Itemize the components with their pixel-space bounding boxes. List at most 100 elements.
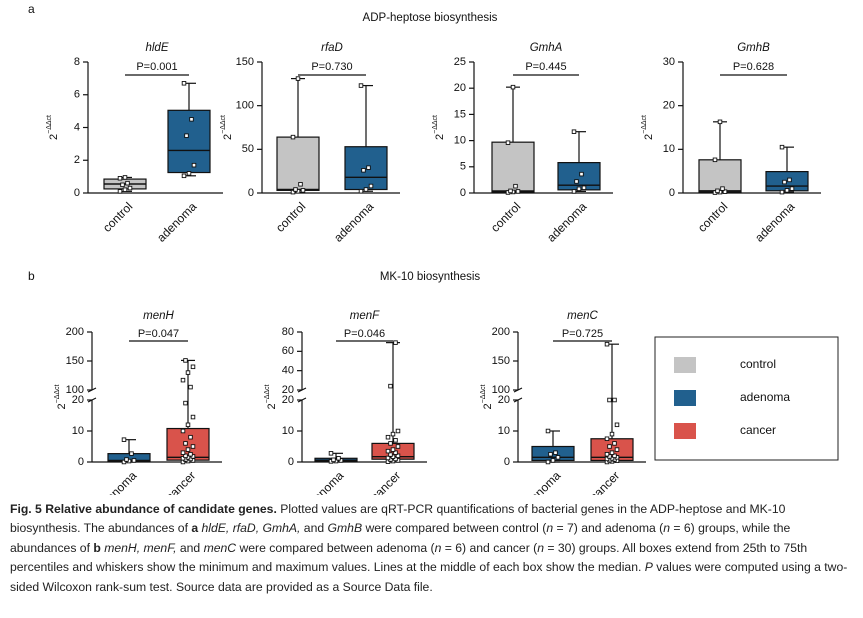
data-point: [358, 83, 364, 88]
data-point: [779, 144, 785, 150]
data-point: [510, 84, 516, 90]
caption-text: Plotted values are qRT-PCR quantificatio…: [10, 502, 786, 536]
legend-swatch: [674, 390, 696, 406]
y-tick-label: 60: [282, 345, 294, 357]
data-point: [183, 441, 188, 446]
y-tick-label: 10: [498, 425, 510, 437]
caption-text: = 6) and cancer (: [441, 540, 538, 555]
box: [491, 141, 535, 193]
caption-text: n: [663, 521, 671, 536]
caption-text: hldE, rfaD, GmhA,: [201, 521, 301, 536]
data-point: [385, 455, 391, 461]
y-axis-label: 2−ΔΔct: [641, 115, 655, 140]
y-axis-label: 2−ΔΔct: [220, 115, 234, 140]
x-tick-label: adenoma: [752, 199, 798, 245]
y-tick-label: 20: [663, 100, 675, 112]
data-point: [607, 397, 612, 403]
data-point: [183, 400, 188, 406]
y-tick-label: 100: [236, 100, 254, 112]
data-point: [550, 458, 556, 463]
data-point: [720, 186, 725, 191]
data-point: [614, 422, 620, 428]
data-point: [180, 377, 186, 383]
data-point: [604, 452, 610, 457]
y-label-exponent: −ΔΔct: [220, 115, 227, 134]
caption-text: were compared between control (: [362, 521, 547, 536]
p-value: P=0.445: [525, 61, 566, 73]
data-point: [604, 341, 610, 347]
data-point: [614, 447, 620, 452]
data-point: [121, 437, 127, 442]
data-point: [180, 450, 186, 455]
data-point: [581, 185, 587, 191]
y-tick-label: 20: [454, 82, 466, 94]
data-point: [515, 189, 521, 194]
y-axis-label: 2−ΔΔct: [432, 115, 446, 140]
data-point: [180, 456, 186, 461]
data-point: [331, 457, 336, 463]
y-tick-label: 20: [498, 394, 510, 406]
y-axis-label: 2−ΔΔct: [264, 384, 278, 409]
y-tick-label: 0: [504, 456, 510, 468]
data-point: [548, 452, 553, 457]
y-tick-label: 100: [66, 384, 84, 396]
data-point: [191, 162, 197, 168]
data-point: [388, 383, 393, 389]
data-point: [125, 180, 130, 186]
caption-text: values were computed using a two-sided W…: [10, 560, 848, 594]
y-tick-label: 6: [74, 89, 80, 101]
data-point: [612, 397, 617, 403]
data-point: [612, 453, 617, 459]
axis-break: [87, 397, 97, 403]
data-point: [395, 453, 401, 459]
data-point: [189, 117, 194, 122]
data-point: [183, 358, 188, 363]
data-point: [131, 458, 137, 463]
y-tick-label: 10: [72, 425, 84, 437]
y-label-exponent: −ΔΔct: [641, 115, 648, 134]
data-point: [121, 459, 127, 465]
data-point: [120, 182, 125, 188]
data-point: [604, 456, 610, 462]
data-point: [545, 428, 551, 434]
data-point: [385, 434, 391, 440]
chart-title: menF: [350, 310, 380, 322]
data-point: [368, 183, 374, 189]
caption-text: were compared between adenoma (: [236, 540, 435, 555]
caption-text: n: [434, 540, 442, 555]
x-tick-label: adenoma: [154, 199, 200, 245]
y-tick-label: 150: [66, 355, 84, 367]
panel-label: b: [28, 269, 35, 283]
caption-text: menC: [203, 540, 237, 555]
caption-text: P: [644, 560, 653, 575]
x-tick-label: control: [273, 199, 308, 234]
caption-text: b: [93, 540, 101, 555]
y-tick-label: 15: [454, 108, 466, 120]
y-label-exponent: −ΔΔct: [264, 384, 271, 403]
data-point: [393, 340, 398, 345]
data-point: [782, 179, 787, 185]
y-tick-label: 0: [74, 187, 80, 199]
box: [166, 427, 210, 461]
caption-text: = 7) and adenoma (: [553, 521, 664, 536]
data-point: [124, 457, 129, 462]
y-tick-label: 4: [74, 121, 80, 133]
p-value: P=0.047: [138, 328, 179, 340]
y-tick-label: 40: [282, 365, 294, 377]
data-point: [122, 175, 128, 180]
caption-text: and: [300, 521, 328, 536]
data-point: [290, 134, 296, 140]
y-label-base: 2: [266, 403, 278, 409]
legend-swatch: [674, 423, 696, 439]
data-point: [393, 450, 398, 455]
caption-text: menH, menF,: [104, 540, 177, 555]
data-point: [555, 455, 561, 460]
y-label-base: 2: [643, 134, 655, 140]
p-value: P=0.725: [562, 328, 603, 340]
p-value: P=0.730: [311, 61, 352, 73]
data-point: [185, 422, 191, 428]
chart-title: rfaD: [321, 42, 343, 54]
y-tick-label: 25: [454, 56, 466, 68]
y-label-exponent: −ΔΔct: [54, 384, 61, 403]
